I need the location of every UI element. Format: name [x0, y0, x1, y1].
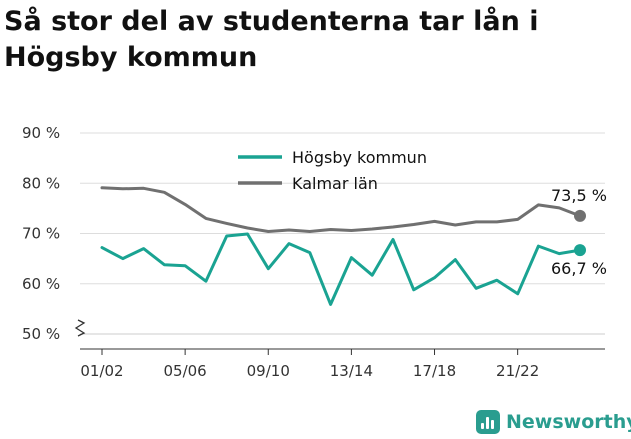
x-tick-label: 05/06 — [164, 362, 207, 380]
y-tick-label: 70 % — [22, 225, 60, 243]
y-tick-label: 50 % — [22, 325, 60, 343]
x-tick-label: 17/18 — [413, 362, 456, 380]
x-tick-label: 09/10 — [247, 362, 290, 380]
end-labels: 66,7 % 73,5 % — [551, 186, 607, 278]
series-line — [100, 186, 582, 233]
end-value-label: 73,5 % — [551, 186, 607, 205]
legend-label: Högsby kommun — [292, 148, 427, 167]
end-value-label: 66,7 % — [551, 259, 607, 278]
legend-label: Kalmar län — [292, 174, 378, 193]
axis-break-mark — [74, 319, 86, 337]
x-axis: 01/02 05/06 09/10 13/14 17/18 21/22 — [80, 348, 605, 380]
x-tick-label: 01/02 — [80, 362, 123, 380]
y-axis-labels: 50 % 60 % 70 % 80 % 90 % — [22, 124, 60, 343]
series-lines — [100, 186, 586, 306]
y-tick-label: 90 % — [22, 124, 60, 142]
y-tick-label: 60 % — [22, 275, 60, 293]
chart-title: Så stor del av studenterna tar lån i Hög… — [4, 6, 539, 73]
x-tick-label: 13/14 — [330, 362, 373, 380]
series-end-point — [574, 244, 586, 257]
x-tick-label: 21/22 — [496, 362, 539, 380]
brand-name: Newsworthy — [506, 411, 631, 433]
series-end-point — [574, 209, 586, 222]
y-tick-label: 80 % — [22, 174, 60, 192]
bar-chart-icon — [476, 410, 500, 434]
legend: Högsby kommun Kalmar län — [238, 148, 427, 193]
gridlines — [74, 132, 605, 337]
series-line — [100, 232, 582, 306]
newsworthy-logo: Newsworthy — [476, 408, 631, 436]
